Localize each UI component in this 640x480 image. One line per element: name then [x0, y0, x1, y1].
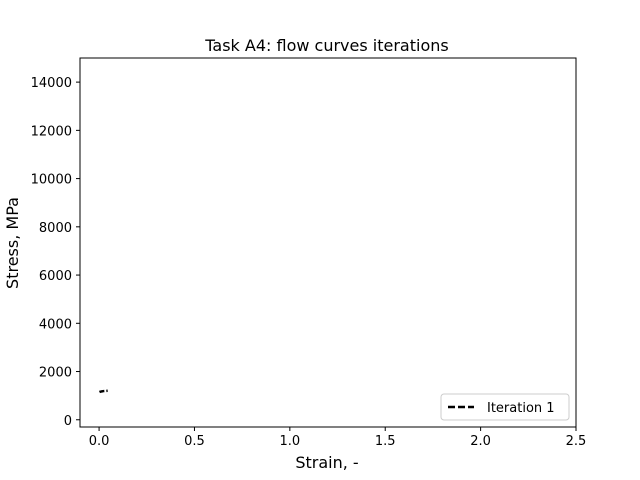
chart-title: Task A4: flow curves iterations: [204, 36, 448, 55]
y-axis-ticks: 0 2000 4000 6000 8000 10000 12000 14000: [31, 76, 80, 429]
legend-box: [440, 393, 570, 421]
y-tick-label: 14000: [31, 76, 72, 91]
plot-frame: [79, 57, 577, 428]
series-line: [98, 389, 108, 394]
x-axis-ticks: 0.0 0.5 1.0 1.5 2.0 2.5: [89, 427, 587, 449]
x-tick-label: 1.5: [375, 434, 396, 449]
x-tick-label: 1.0: [280, 434, 301, 449]
y-tick-label: 0: [64, 414, 72, 429]
legend: Iteration 1: [440, 393, 570, 421]
x-tick-label: 2.0: [470, 434, 491, 449]
legend-label: Iteration 1: [487, 401, 555, 416]
x-tick-label: 0.0: [89, 434, 110, 449]
x-axis-label: Strain, -: [295, 453, 358, 472]
x-tick-label: 2.5: [566, 434, 587, 449]
y-axis-label: Stress, MPa: [3, 197, 22, 289]
x-tick-label: 0.5: [184, 434, 205, 449]
plot-area: [80, 58, 576, 427]
y-tick-label: 8000: [39, 221, 72, 236]
y-tick-label: 12000: [31, 124, 72, 139]
y-tick-label: 4000: [39, 317, 72, 332]
series-layer: [98, 389, 108, 394]
y-tick-label: 6000: [39, 269, 72, 284]
y-tick-label: 10000: [31, 173, 72, 188]
y-tick-label: 2000: [39, 366, 72, 381]
